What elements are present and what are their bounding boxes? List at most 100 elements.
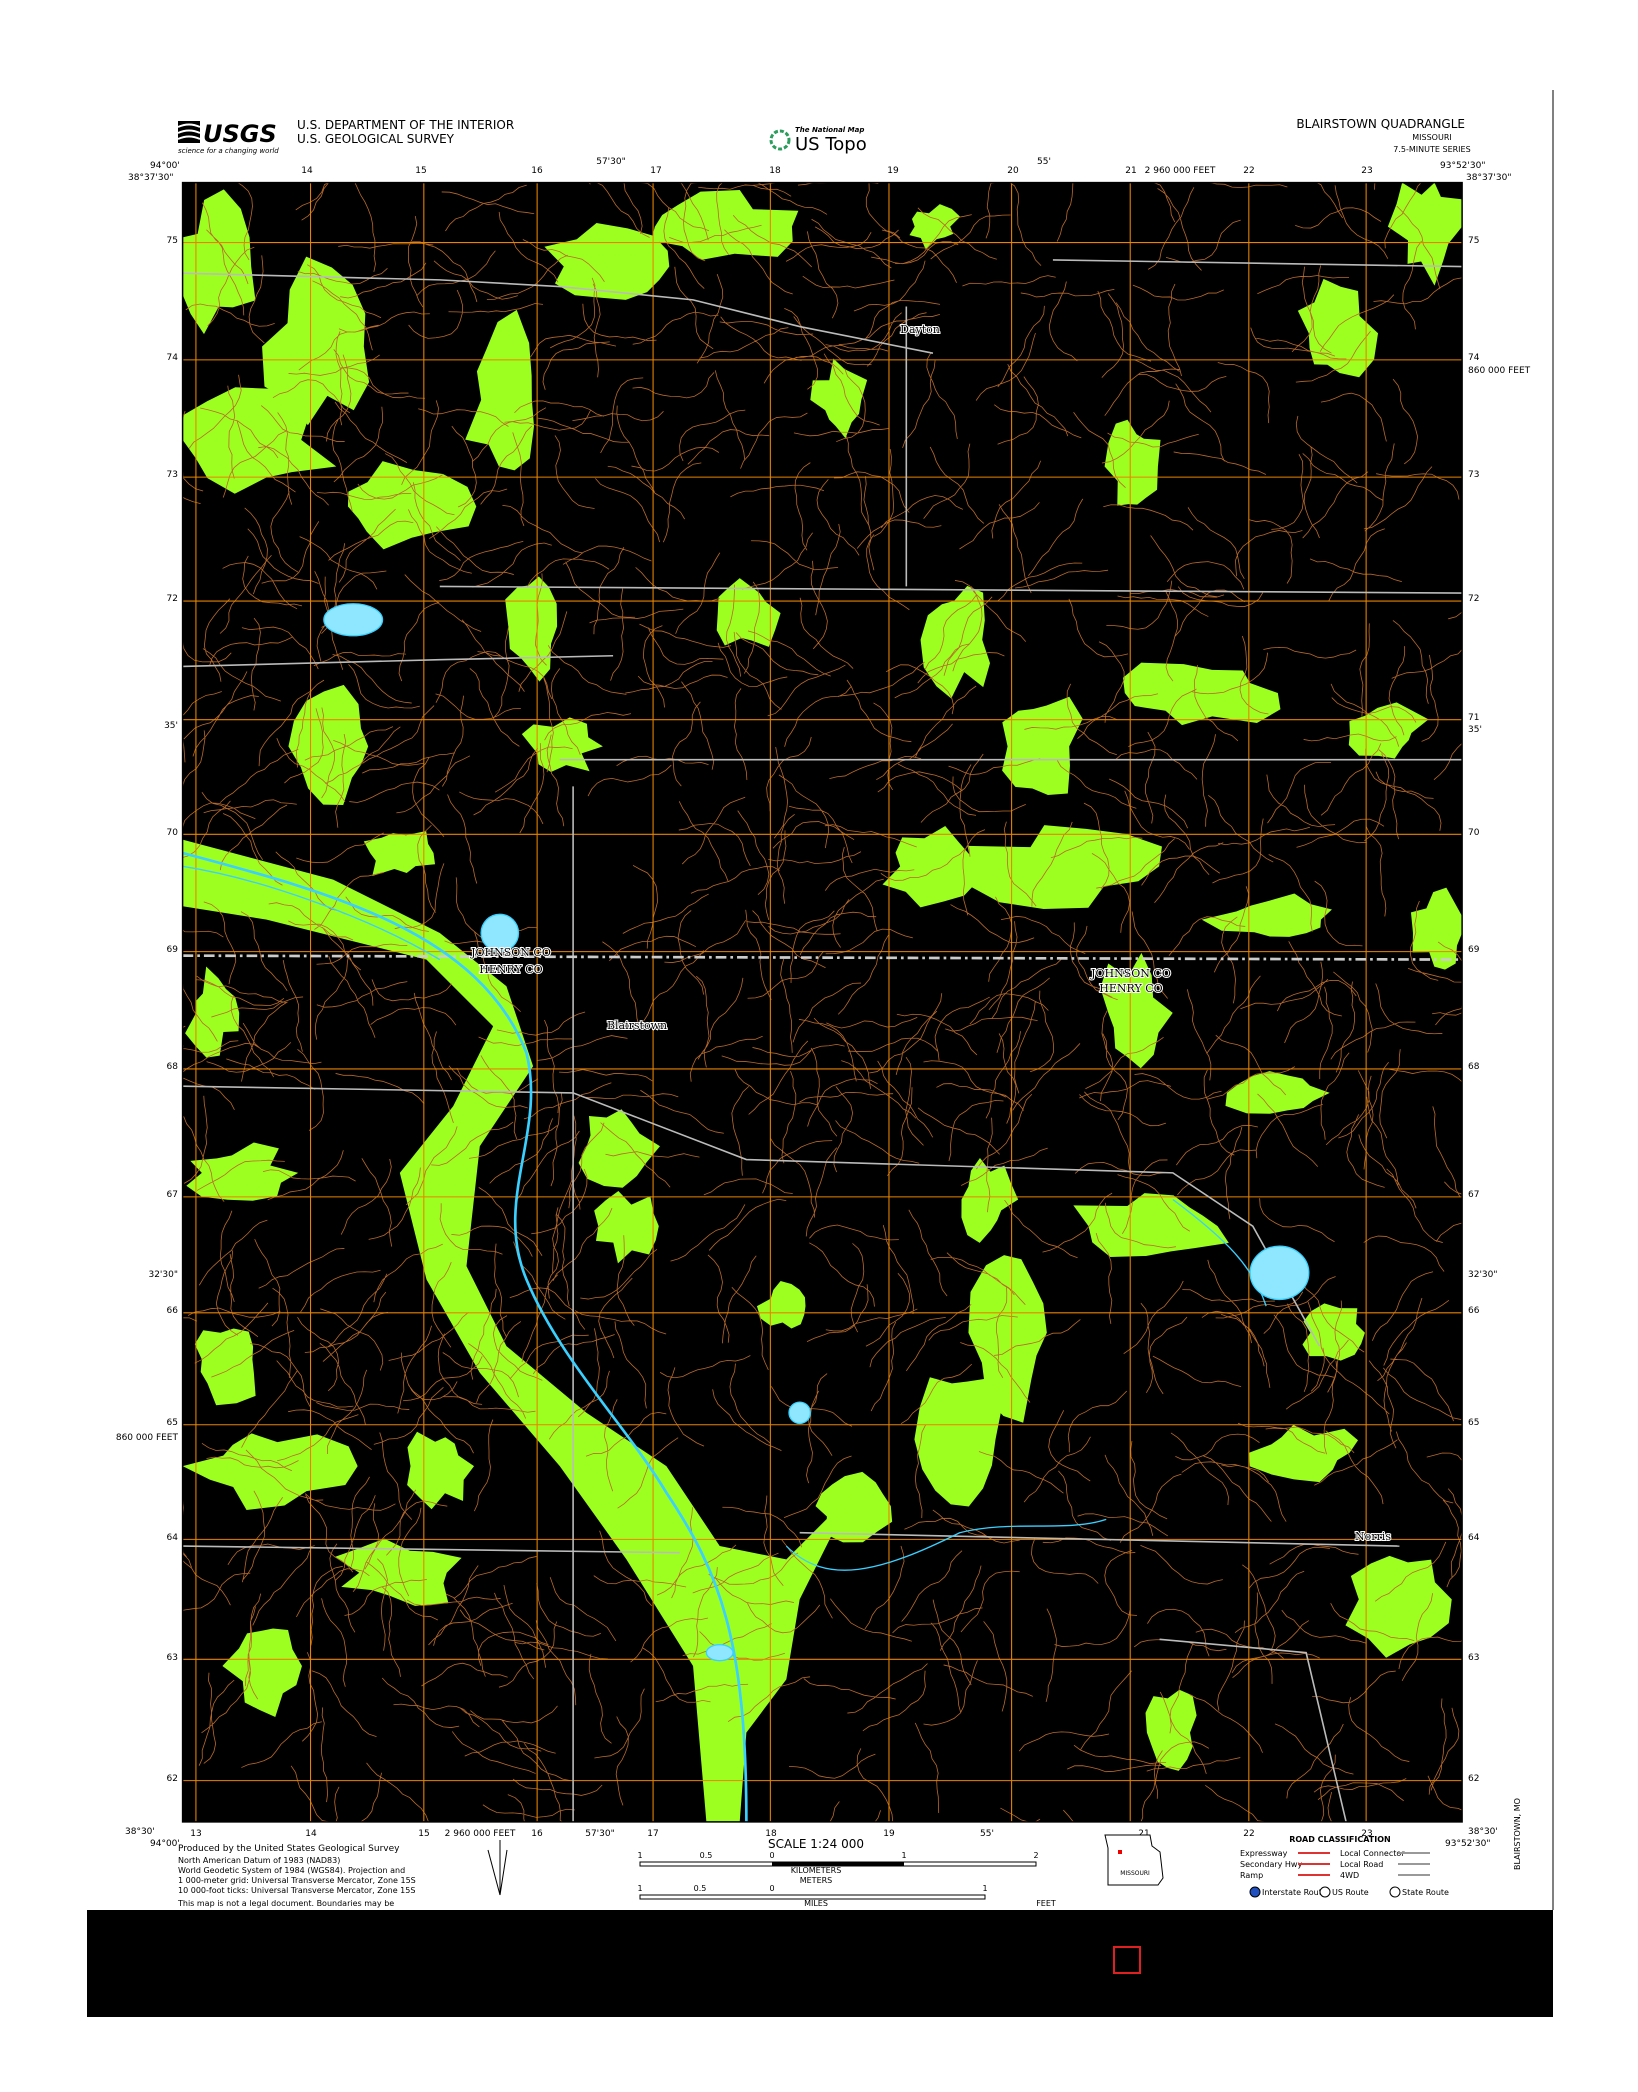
right-tick-label: 73 <box>1468 470 1479 480</box>
right-tick-label: 62 <box>1468 1774 1479 1784</box>
left-tick-label: 35' <box>164 721 178 731</box>
scale-bar-segment <box>772 1862 904 1866</box>
road-legend-item: Secondary Hwy <box>1240 1860 1302 1869</box>
top-tick-label: 15 <box>415 166 426 176</box>
vegetation <box>1073 1193 1229 1258</box>
bottom-tick-label: 15 <box>418 1829 429 1839</box>
right-tick-label: 64 <box>1468 1533 1480 1543</box>
vegetation <box>1302 1303 1365 1361</box>
series: 7.5-MINUTE SERIES <box>1393 145 1470 154</box>
vegetation <box>578 1109 660 1188</box>
place-name: Dayton <box>900 323 940 336</box>
top-tick-label: 17 <box>650 166 661 176</box>
vegetation <box>505 576 558 682</box>
right-tick-label: 860 000 FEET <box>1468 366 1531 376</box>
road-legend-item: Interstate Route <box>1262 1888 1327 1897</box>
left-tick-label: 64 <box>167 1533 179 1543</box>
map-body <box>182 182 1463 1823</box>
right-tick-label: 72 <box>1468 594 1479 604</box>
vegetation <box>594 1191 659 1264</box>
vegetation <box>1201 893 1332 937</box>
vegetation <box>363 830 436 877</box>
left-tick-label: 860 000 FEET <box>116 1433 179 1443</box>
km-label: 1 <box>637 1851 642 1860</box>
top-tick-label: 23 <box>1361 166 1372 176</box>
left-tick-label: 63 <box>167 1653 178 1663</box>
road-legend-item: 4WD <box>1340 1871 1359 1880</box>
right-tick-label: 63 <box>1468 1653 1479 1663</box>
state: MISSOURI <box>1412 133 1452 142</box>
vegetation <box>1104 419 1161 506</box>
road-legend-item: Local Road <box>1340 1860 1383 1869</box>
map-neatline <box>181 181 1463 1823</box>
national-map: The National Map <box>795 126 864 134</box>
road-legend-item: US Route <box>1332 1888 1369 1897</box>
department: U.S. DEPARTMENT OF THE INTERIOR <box>297 118 514 132</box>
road <box>182 654 614 668</box>
unit-label: MILES <box>804 1899 828 1908</box>
credits: Produced by the United States Geological… <box>177 1844 416 1908</box>
logo-tagline: science for a changing world <box>178 147 279 155</box>
right-tick-label: 71 <box>1468 713 1479 723</box>
producer: Produced by the United States Geological… <box>178 1844 400 1854</box>
vegetation <box>967 825 1162 909</box>
left-tick-label: 65 <box>167 1418 178 1428</box>
north-arrow <box>487 1840 508 1896</box>
left-tick-label: 73 <box>167 470 178 480</box>
credit-line: North American Datum of 1983 (NAD83) <box>178 1856 340 1865</box>
left-tick-label: 66 <box>167 1306 179 1316</box>
floodplain-vegetation <box>182 839 853 1822</box>
vegetation <box>810 358 868 439</box>
vegetation <box>1002 696 1083 795</box>
road <box>1052 259 1463 268</box>
bottom-tick-label: 57'30" <box>585 1829 615 1839</box>
lake <box>480 913 520 953</box>
route-symbol <box>1249 1886 1261 1898</box>
road <box>182 1545 680 1554</box>
right-tick-label: 69 <box>1468 945 1480 955</box>
bottom-tick-label: 19 <box>883 1829 895 1839</box>
lake <box>1249 1245 1310 1301</box>
road <box>1159 1638 1347 1823</box>
corner-coordinate: 94°00' <box>150 161 180 171</box>
place-name: Blairstown <box>607 1019 667 1032</box>
left-tick-label: 74 <box>167 353 179 363</box>
left-tick-label: 72 <box>167 594 178 604</box>
vegetation <box>182 189 256 335</box>
vegetation <box>222 1628 302 1717</box>
right-tick-label: 35' <box>1468 725 1482 735</box>
left-tick-label: 75 <box>167 236 178 246</box>
right-tick-label: 75 <box>1468 236 1479 246</box>
km-label: 0 <box>769 1851 774 1860</box>
road-legend-item: State Route <box>1402 1888 1449 1897</box>
us-topo: US Topo <box>795 134 867 155</box>
vegetation <box>756 1280 806 1329</box>
vegetation <box>334 1538 462 1606</box>
bottom-tick-label: 18 <box>765 1829 777 1839</box>
bottom-tick-label: 16 <box>531 1829 543 1839</box>
corner-coordinate: 38°30' <box>1468 1827 1498 1837</box>
place-name: HENRY CO <box>479 963 542 976</box>
top-tick-label: 20 <box>1007 166 1019 176</box>
place-name: HENRY CO <box>1099 982 1162 995</box>
unit-label: KILOMETERS <box>791 1866 842 1875</box>
vegetation <box>1100 952 1173 1069</box>
grid-north-line <box>499 1849 508 1896</box>
river <box>182 851 748 1822</box>
mile-label: 0 <box>769 1884 774 1893</box>
left-tick-label: 70 <box>167 828 179 838</box>
lake <box>788 1401 812 1425</box>
right-tick-label: 66 <box>1468 1306 1480 1316</box>
corner-coordinate: 94°00' <box>150 1839 180 1849</box>
vegetation <box>1225 1071 1330 1114</box>
road-legend-item: Expressway <box>1240 1849 1288 1858</box>
km-label: 2 <box>1033 1851 1038 1860</box>
stream <box>785 1518 1107 1571</box>
lake <box>323 603 384 637</box>
stream <box>182 865 441 961</box>
place-name: JOHNSON CO <box>1090 967 1171 980</box>
place-name: JOHNSON CO <box>470 946 551 959</box>
vegetation <box>1145 1689 1197 1771</box>
survey: U.S. GEOLOGICAL SURVEY <box>297 132 455 146</box>
vegetation <box>288 684 369 806</box>
